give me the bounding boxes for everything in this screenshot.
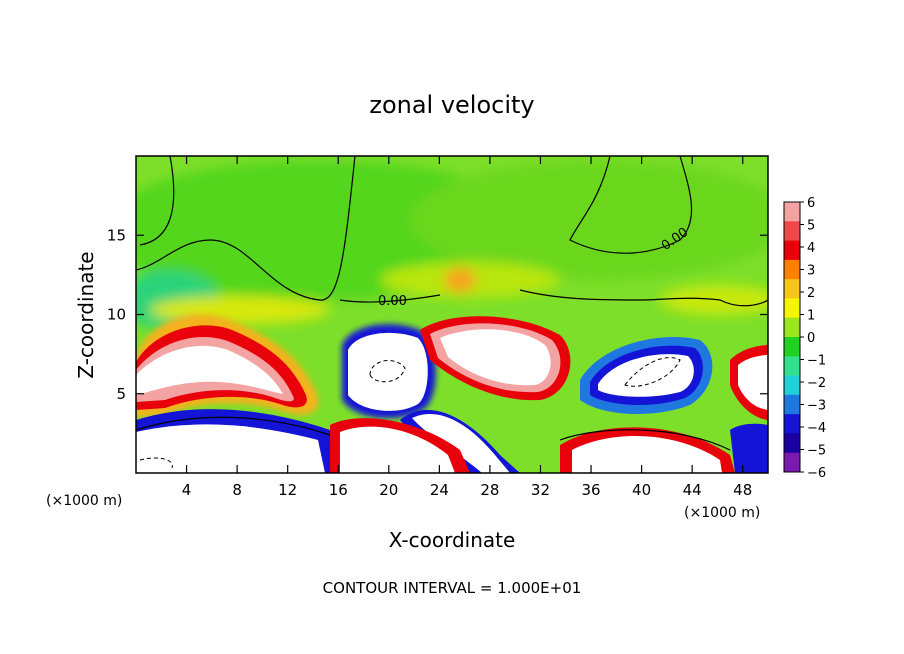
x-tick-label: 28 — [480, 481, 499, 499]
x-tick-label: 16 — [329, 481, 348, 499]
x-unit-label: (×1000 m) — [46, 493, 122, 509]
colorbar-swatch — [784, 375, 800, 396]
colorbar-swatch — [784, 452, 800, 473]
chart-title: zonal velocity — [369, 91, 534, 119]
colorbar-swatch — [784, 394, 800, 415]
x-tick-label: 44 — [683, 481, 702, 499]
colorbar-label: 3 — [807, 264, 815, 279]
x-tick-label: 40 — [632, 481, 651, 499]
y-axis-label: Z-coordinate — [74, 251, 98, 378]
colorbar-label: −5 — [807, 444, 826, 459]
x-tick-label: 32 — [531, 481, 550, 499]
z-unit-label: (×1000 m) — [684, 505, 760, 521]
x-tick-label: 8 — [232, 481, 242, 499]
colorbar-swatch — [784, 433, 800, 454]
colorbar-swatch — [784, 202, 800, 222]
x-tick-label: 48 — [733, 481, 752, 499]
colorbar-label: −1 — [807, 354, 826, 369]
colorbar-label: −6 — [807, 466, 826, 481]
x-tick-label: 20 — [379, 481, 398, 499]
colorbar-label: 6 — [807, 196, 815, 211]
y-tick-label: 5 — [116, 385, 126, 403]
colorbar: 6 5 4 3 2 1 0 −1 −2 −3 −4 −5 −6 — [783, 196, 826, 481]
colorbar-label: 0 — [807, 331, 815, 346]
colorbar-label: 2 — [807, 286, 815, 301]
x-axis-label: X-coordinate — [389, 528, 516, 552]
y-tick-label: 10 — [107, 306, 126, 324]
colorbar-swatch — [784, 414, 800, 434]
colorbar-label: −4 — [807, 421, 826, 436]
x-tick-label: 36 — [581, 481, 600, 499]
colorbar-label: −2 — [807, 376, 826, 391]
colorbar-label: 1 — [807, 309, 815, 324]
heatmap-field — [136, 156, 768, 473]
colorbar-swatch — [784, 298, 800, 319]
colorbar-label: 4 — [807, 241, 815, 256]
colorbar-swatch — [784, 259, 800, 280]
colorbar-swatch — [784, 317, 800, 338]
colorbar-swatch — [784, 240, 800, 261]
colorbar-swatch — [784, 279, 800, 299]
y-tick-label: 15 — [107, 226, 126, 244]
contour-label: 0.00 — [378, 294, 407, 309]
x-tick-label: 24 — [430, 481, 449, 499]
contour-interval-note: CONTOUR INTERVAL = 1.000E+01 — [323, 579, 582, 597]
colorbar-label: −3 — [807, 399, 826, 414]
x-tick-label: 12 — [278, 481, 297, 499]
colorbar-label: 5 — [807, 219, 815, 234]
colorbar-swatch — [784, 356, 800, 376]
x-tick-label: 4 — [182, 481, 192, 499]
colorbar-swatch — [784, 337, 800, 357]
colorbar-swatch — [784, 221, 800, 241]
